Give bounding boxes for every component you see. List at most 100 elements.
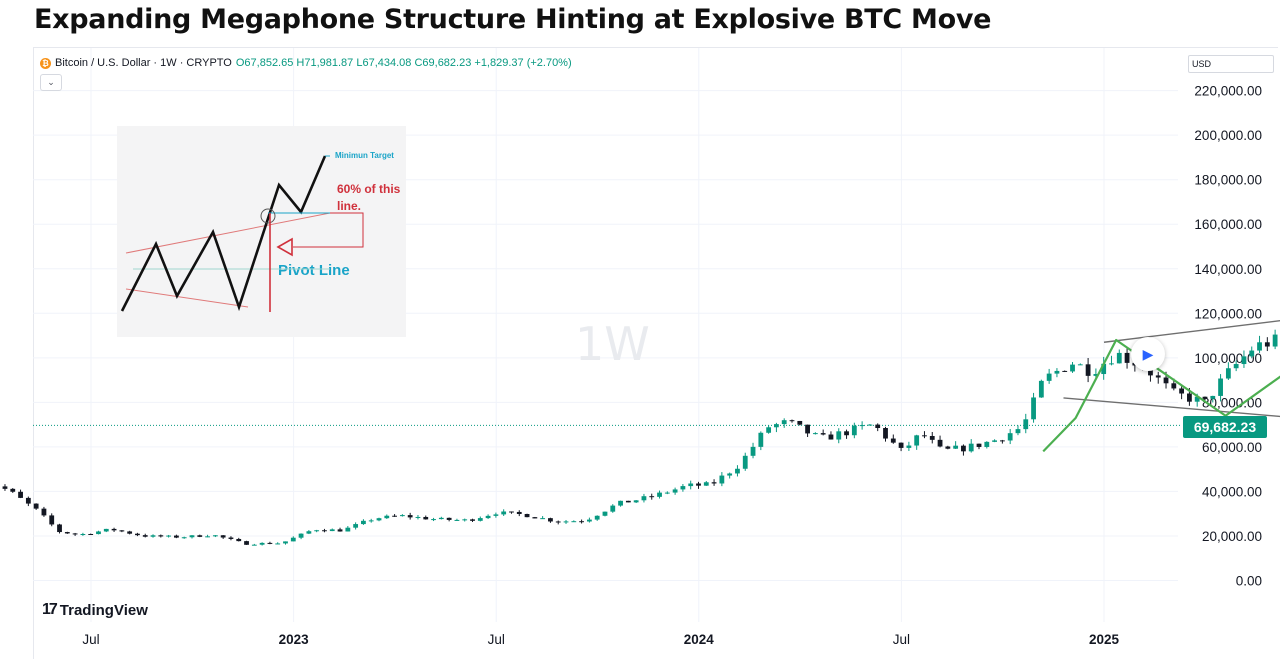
candle-body [189, 535, 195, 538]
collapse-legend-button[interactable]: ⌄ [40, 74, 62, 91]
candle-body [844, 431, 849, 436]
candle-body [945, 446, 951, 449]
x-tick-label: Jul [488, 632, 505, 647]
candle-body [150, 535, 156, 537]
candle-body [64, 532, 70, 534]
candle-body [750, 446, 756, 456]
candle-body [1077, 364, 1083, 366]
candle-body [1241, 356, 1247, 365]
candle-body [1218, 378, 1223, 396]
candle-body [1187, 393, 1192, 402]
candle-body [703, 482, 709, 486]
candle-body [984, 441, 990, 447]
candle-body [1085, 364, 1091, 376]
candle-body [251, 544, 257, 546]
candle-body [1109, 363, 1114, 365]
candle-body [579, 521, 585, 523]
candle-body [259, 542, 265, 545]
candle-body [111, 528, 117, 531]
candle-body [1202, 396, 1208, 399]
candle-body [828, 434, 834, 440]
currency-selector[interactable]: USD [1188, 55, 1274, 73]
candle-body [1225, 368, 1231, 379]
candle-body [368, 520, 374, 522]
candle-body [415, 516, 421, 518]
candle-body [610, 505, 616, 512]
candle-body [290, 537, 296, 542]
candle-body [493, 514, 499, 516]
minimum-target-label: Minimun Target [335, 151, 394, 160]
x-tick-label: Jul [893, 632, 910, 647]
candle-body [1171, 383, 1177, 389]
y-tick-label: 40,000.00 [1202, 484, 1262, 499]
candle-body [851, 425, 857, 436]
candle-body [1233, 364, 1239, 369]
candle-body [1257, 342, 1262, 351]
candle-body [719, 475, 725, 484]
candle-body [594, 515, 600, 520]
candle-body [283, 541, 288, 544]
candle-body [672, 489, 678, 493]
candle-body [392, 515, 397, 517]
candle-body [80, 533, 86, 535]
candle-body [1038, 380, 1044, 398]
candle-body [135, 533, 140, 536]
candle-body [454, 519, 460, 521]
symbol-legend[interactable]: ₿ Bitcoin / U.S. Dollar · 1W · CRYPTO O6… [40, 57, 572, 69]
candle-body [25, 497, 31, 504]
ohlc-values: O67,852.65 H71,981.87 L67,434.08 C69,682… [235, 57, 572, 69]
x-tick-label: 2024 [684, 632, 715, 647]
candle-body [322, 530, 327, 532]
candle-body [657, 492, 662, 497]
candle-body [423, 516, 429, 520]
candle-body [158, 535, 164, 537]
candle-body [501, 511, 507, 515]
candle-body [205, 536, 210, 538]
candle-body [1179, 388, 1185, 394]
candle-body [890, 438, 896, 443]
candle-body [1054, 370, 1060, 374]
candle-body [789, 420, 795, 422]
candle-body [758, 432, 764, 447]
candle-body [602, 511, 608, 516]
candle-body [212, 535, 218, 537]
candle-body [1155, 375, 1161, 378]
tradingview-logo[interactable]: 17 TradingView [42, 601, 148, 619]
play-button[interactable]: ▶ [1131, 337, 1165, 371]
y-tick-label: 120,000.00 [1194, 306, 1262, 321]
candle-body [812, 433, 818, 435]
candle-body [774, 424, 779, 428]
candles [2, 329, 1278, 546]
interval-watermark: 1W [575, 317, 650, 371]
candle-body [314, 530, 320, 532]
candle-body [1249, 350, 1255, 357]
candle-body [696, 483, 701, 486]
candle-body [555, 521, 561, 523]
candle-body [914, 435, 920, 446]
candle-body [735, 468, 740, 474]
candle-body [41, 508, 47, 516]
candle-body [361, 520, 366, 525]
candle-body [49, 515, 55, 525]
candle-body [961, 445, 966, 452]
candle-body [1194, 396, 1200, 402]
candle-body [937, 439, 943, 447]
pivot-line-label: Pivot Line [278, 262, 350, 279]
candle-body [571, 521, 577, 523]
candle-body [119, 530, 125, 532]
candle-body [688, 483, 694, 487]
candle-body [1148, 368, 1153, 376]
candle-body [1015, 429, 1021, 434]
candle-body [1093, 374, 1099, 376]
current-price-tag: 69,682.23 [1183, 416, 1267, 438]
candle-body [10, 488, 16, 492]
candle-body [220, 535, 226, 538]
candle-body [174, 535, 179, 538]
candle-body [586, 519, 592, 522]
candle-body [797, 420, 803, 425]
play-icon: ▶ [1142, 345, 1154, 362]
candle-body [976, 443, 982, 447]
sixty-percent-label: 60% of this line. [337, 182, 401, 213]
candle-body [399, 515, 405, 517]
